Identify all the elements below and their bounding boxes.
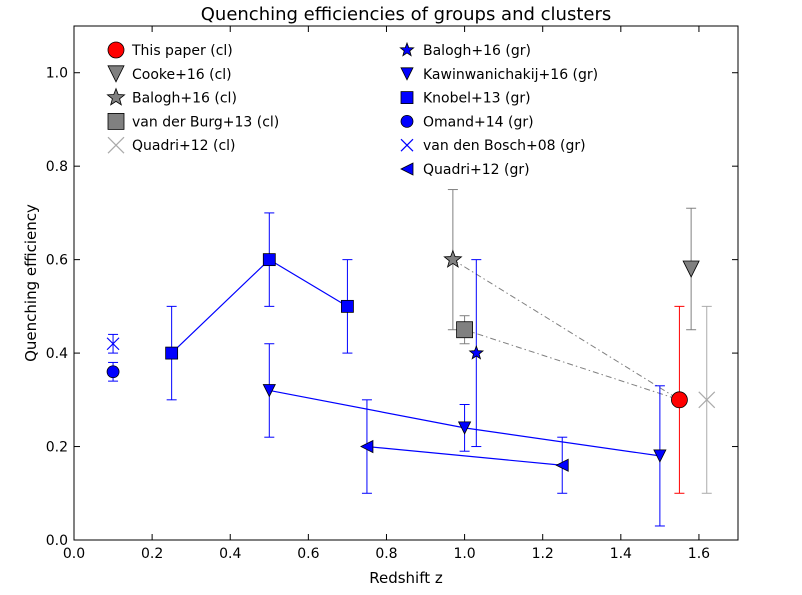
y-tick-label: 0.8 xyxy=(46,159,68,175)
x-axis-label: Redshift z xyxy=(369,569,443,587)
data-point xyxy=(682,260,700,278)
data-point xyxy=(443,249,463,268)
plot-area xyxy=(106,189,716,527)
legend-entry: Knobel+13 (gr) xyxy=(400,91,531,107)
data-point xyxy=(106,337,120,351)
plot-frame xyxy=(73,25,739,541)
data-point xyxy=(165,346,179,360)
legend-marker xyxy=(107,136,125,154)
x-tick-label: 1.4 xyxy=(610,546,632,562)
series-3 xyxy=(456,315,473,345)
y-tick-label: 0.0 xyxy=(46,533,68,549)
data-point xyxy=(457,421,472,435)
legend-entry: van der Burg+13 (cl) xyxy=(107,113,279,130)
data-point xyxy=(671,391,688,409)
legend-marker xyxy=(399,41,415,57)
legend-marker-stroke xyxy=(107,136,125,154)
axes: 0.0 0.2 0.4 0.6 0.8 1.0 1.2 1.4 1.6 0.0 0.2 0.4 0.6 0… xyxy=(46,25,739,562)
x-tick-label: 1.6 xyxy=(688,546,710,562)
legend-marker xyxy=(400,115,414,128)
data-point xyxy=(653,449,667,463)
data-point xyxy=(262,253,276,267)
legend-label: Omand+14 (gr) xyxy=(423,114,534,130)
series-line xyxy=(171,258,348,354)
legend-label: van den Bosch+08 (gr) xyxy=(423,138,586,154)
series-8 xyxy=(106,361,120,382)
data-point-stroke xyxy=(106,337,120,351)
series-0 xyxy=(671,305,688,494)
y-tick-label: 1.0 xyxy=(46,66,68,82)
legend-label: Balogh+16 (cl) xyxy=(132,91,237,107)
guide-line xyxy=(464,329,680,401)
chart-title: Quenching efficiencies of groups and clu… xyxy=(201,4,611,25)
legend-entry: Balogh+16 (gr) xyxy=(399,41,531,59)
data-point-stroke xyxy=(698,391,716,409)
x-tick-label: 0.6 xyxy=(297,546,319,562)
series-2 xyxy=(443,189,463,331)
series-5 xyxy=(468,259,485,448)
x-tick-label: 0.4 xyxy=(219,546,241,562)
series-line xyxy=(366,445,563,466)
legend-marker-stroke xyxy=(400,138,414,152)
legend-label: Knobel+13 (gr) xyxy=(423,91,531,107)
legend-label: Cooke+16 (cl) xyxy=(132,67,232,83)
y-tick-label: 0.6 xyxy=(46,253,68,269)
legend-label: Kawinwanichakij+16 (gr) xyxy=(423,67,598,83)
legend-marker xyxy=(400,91,414,104)
y-tick-label: 0.4 xyxy=(46,346,68,362)
y-axis-label: Quenching efficiency xyxy=(22,204,40,362)
x-tick-label: 0.0 xyxy=(63,546,85,562)
legend-entry: Kawinwanichakij+16 (gr) xyxy=(400,67,598,83)
data-point xyxy=(456,321,473,339)
legend-entry: Cooke+16 (cl) xyxy=(107,65,232,83)
x-tick-label: 1.2 xyxy=(532,546,554,562)
guide-line xyxy=(452,259,680,401)
data-point xyxy=(360,439,374,454)
series-1 xyxy=(682,207,700,331)
data-point xyxy=(698,391,716,409)
legend-marker xyxy=(400,67,414,81)
legend-label: This paper (cl) xyxy=(131,43,233,59)
legend-marker xyxy=(107,65,125,83)
legend-entry: van den Bosch+08 (gr) xyxy=(400,138,586,154)
legend-entry: This paper (cl) xyxy=(107,41,233,59)
legend-label: Quadri+12 (cl) xyxy=(132,138,236,154)
x-tick-label: 0.8 xyxy=(375,546,397,562)
legend: This paper (cl) Cooke+16 (cl) Balogh+16 (c… xyxy=(106,41,598,178)
legend-entry: Balogh+16 (cl) xyxy=(106,87,237,107)
data-point xyxy=(262,384,276,398)
data-point xyxy=(555,458,569,472)
data-point xyxy=(468,344,485,360)
legend-entry: Quadri+12 (gr) xyxy=(400,162,530,178)
legend-entry: Omand+14 (gr) xyxy=(400,114,534,130)
series-9 xyxy=(106,333,120,354)
x-tick-label: 0.2 xyxy=(141,546,163,562)
legend-label: van der Burg+13 (cl) xyxy=(132,114,279,130)
data-point xyxy=(106,365,120,379)
data-point xyxy=(341,299,354,313)
x-tick-label: 1.0 xyxy=(453,546,475,562)
legend-entry: Quadri+12 (cl) xyxy=(107,136,236,154)
legend-marker xyxy=(106,87,126,106)
y-tick-label: 0.2 xyxy=(46,440,68,456)
legend-label: Quadri+12 (gr) xyxy=(423,162,530,178)
series-6 xyxy=(262,343,667,527)
legend-marker xyxy=(107,113,125,130)
series-7 xyxy=(165,212,354,401)
series-4 xyxy=(698,305,716,494)
legend-marker xyxy=(400,162,414,176)
legend-marker xyxy=(400,138,414,152)
legend-label: Balogh+16 (gr) xyxy=(423,43,531,59)
series-10 xyxy=(360,399,569,494)
legend-marker xyxy=(107,41,125,59)
